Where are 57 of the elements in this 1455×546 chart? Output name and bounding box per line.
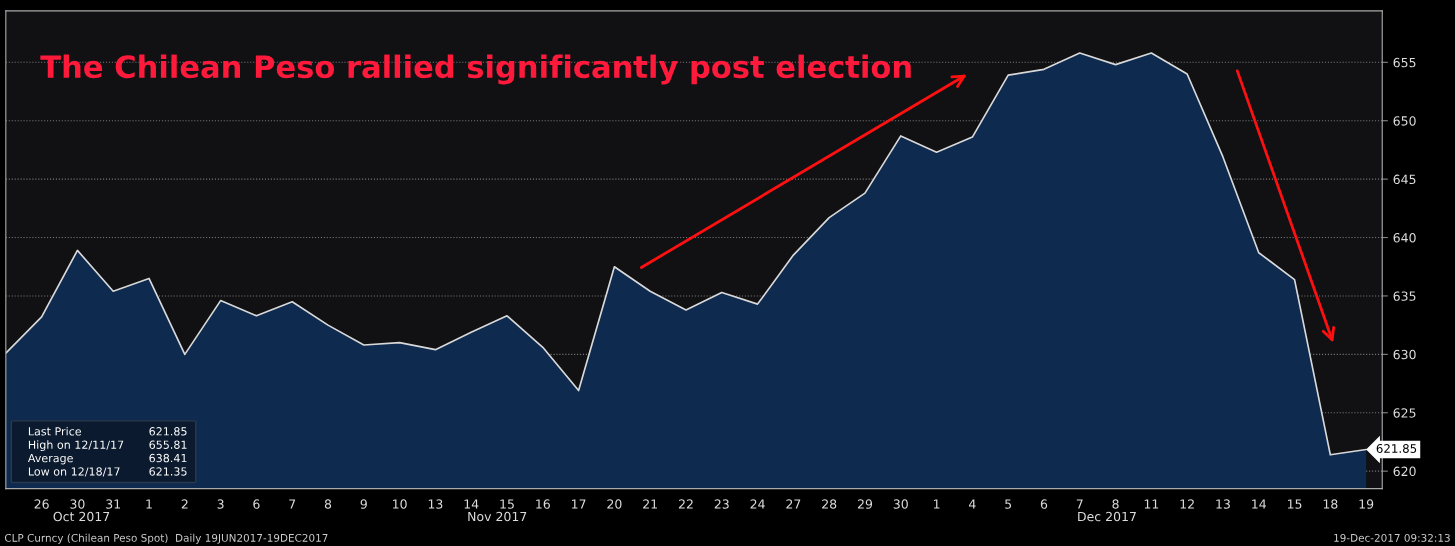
text: Low on 12/18/17 621.35 [28, 467, 187, 477]
y-tick-label: 650 [1393, 116, 1416, 126]
x-tick-label: 15 [1287, 499, 1302, 509]
x-tick-label: 31 [106, 499, 121, 509]
x-tick-label: 2 [181, 499, 188, 509]
x-tick-label: 8 [1112, 499, 1119, 509]
x-tick-label: 23 [714, 499, 729, 509]
x-tick-label: 13 [428, 499, 443, 509]
x-tick-label: 6 [253, 499, 260, 509]
x-tick-label: 30 [893, 499, 908, 509]
x-tick-label: 28 [822, 499, 837, 509]
x-tick-label: 18 [1323, 499, 1338, 509]
y-tick-label: 645 [1393, 174, 1416, 185]
x-tick-label: 21 [643, 499, 657, 509]
text: The Chilean Peso rallied significantly post election [40, 54, 911, 85]
x-tick-label: 26 [34, 499, 49, 509]
x-tick-label: 16 [536, 499, 550, 509]
x-tick-label: 12 [1180, 499, 1194, 509]
x-tick-label: 1 [933, 499, 940, 509]
x-tick-label: 22 [678, 499, 693, 509]
text: High on 12/11/17 655.81 [28, 440, 187, 452]
text: Nov 2017 [468, 511, 527, 522]
x-tick-label: 3 [217, 499, 224, 509]
x-tick-label: 8 [324, 499, 332, 509]
text: Dec 2017 [1078, 511, 1136, 522]
x-tick-label: 9 [360, 499, 367, 509]
y-tick-label: 625 [1393, 408, 1416, 418]
x-tick-label: 19 [1359, 499, 1374, 509]
x-tick-label: 11 [1144, 499, 1159, 509]
y-tick-label: 640 [1393, 233, 1416, 243]
x-tick-label: 20 [607, 499, 622, 509]
x-tick-label: 4 [969, 499, 976, 509]
x-tick-label: 5 [1005, 499, 1012, 509]
x-tick-label: 24 [750, 499, 765, 509]
data-label: 621.85 [1376, 444, 1417, 453]
text: Last Price 621.85 [28, 426, 187, 436]
x-tick-label: 1 [146, 499, 152, 509]
x-tick-label: 13 [1216, 499, 1230, 509]
text: Average 638.41 [27, 453, 187, 465]
x-tick-label: 17 [572, 499, 586, 509]
text: 19-Dec-2017 09:32:13 [1334, 533, 1450, 542]
x-tick-label: 6 [1040, 499, 1048, 509]
text: CLP Curncy (Chilean Peso Spot) Daily 19JUN2017-19DEC2017 [4, 533, 328, 544]
x-tick-label: 7 [1076, 499, 1083, 509]
x-tick-label: 14 [1252, 499, 1266, 509]
x-tick-label: 7 [289, 499, 296, 509]
x-tick-label: 10 [393, 499, 407, 509]
y-tick-label: 630 [1393, 349, 1416, 360]
x-tick-label: 14 [464, 499, 479, 509]
x-tick-label: 29 [857, 499, 873, 509]
y-tick-label: 655 [1393, 57, 1416, 68]
x-tick-label: 15 [500, 499, 514, 509]
y-tick-label: 635 [1393, 291, 1416, 301]
text: Oct 2017 [53, 511, 110, 522]
y-tick-label: 620 [1393, 466, 1416, 477]
x-tick-label: 27 [786, 499, 801, 509]
x-tick-label: 30 [70, 499, 85, 509]
